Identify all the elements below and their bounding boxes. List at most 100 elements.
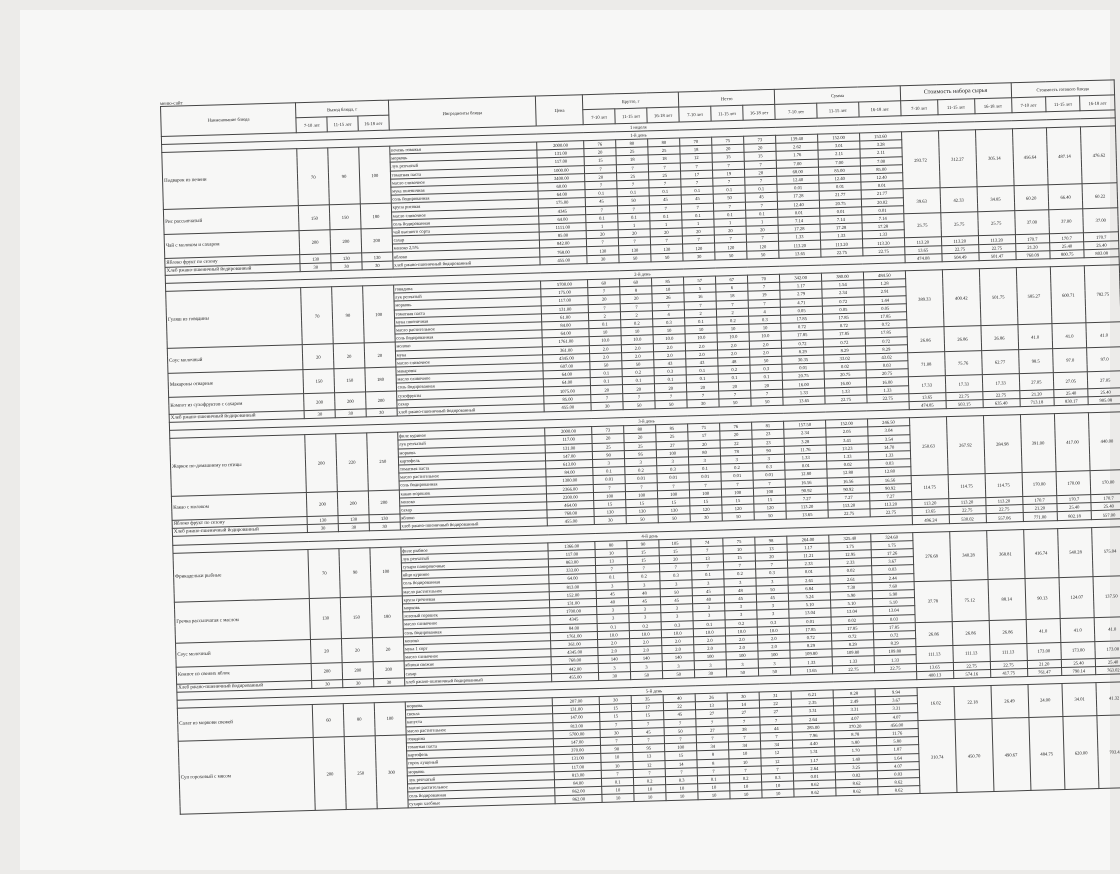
- cost-set-value: 450.70: [954, 718, 994, 793]
- age-group-header: 16-18 лет: [1080, 94, 1115, 111]
- cost-dish-value: 170.00: [1056, 470, 1092, 496]
- cost-dish-value: 484.75: [1028, 716, 1065, 791]
- cost-set-value: 75.12: [950, 579, 989, 622]
- dish-output: 200: [337, 490, 369, 516]
- age-group-header: 16-18 лет: [742, 104, 776, 121]
- day-total-cost-dish: 763.02: [1095, 665, 1120, 675]
- cost-set-value: 42.33: [939, 187, 978, 213]
- dish-name: Соус молочный: [167, 344, 304, 374]
- dish-output: 200: [365, 391, 397, 409]
- cost-set-value: 312.27: [938, 129, 977, 189]
- dish-output: 90: [339, 547, 372, 598]
- dish-output: 20: [333, 343, 365, 369]
- sum-value: 8.62: [794, 788, 837, 798]
- cost-set-value: 71.08: [907, 351, 946, 378]
- cost-set-value: 17.33: [945, 375, 983, 393]
- cost-dish-value: 37.00: [1048, 208, 1084, 235]
- dish-output: 150: [340, 596, 373, 639]
- cost-dish-value: 137.50: [1093, 575, 1120, 618]
- cost-dish-value: 124.07: [1059, 576, 1095, 619]
- cost-set-value: 37.78: [913, 580, 952, 623]
- cost-dish-value: 90.13: [1024, 577, 1061, 620]
- dish-output: 200: [306, 491, 339, 517]
- dish-output: 20: [302, 344, 335, 370]
- cost-set-value: 111.13: [952, 644, 990, 663]
- netto-value: 10: [698, 791, 731, 801]
- cost-dish-value: 173.00: [1026, 642, 1062, 661]
- cost-dish-value: 620.00: [1062, 715, 1100, 790]
- dish-name: Макароны отварные: [167, 369, 304, 398]
- cost-dish-value: 170.00: [1090, 469, 1120, 495]
- header-price: Цена: [535, 94, 584, 126]
- cost-set-value: 16.02: [916, 686, 955, 721]
- dish-output: 70: [297, 147, 330, 206]
- netto-value: 10: [730, 790, 763, 800]
- cost-dish-value: 416.74: [1023, 528, 1060, 579]
- age-group-header: 7-10 лет: [296, 116, 328, 133]
- dish-output: 200: [368, 489, 400, 515]
- cost-dish-value: 782.75: [1084, 264, 1120, 324]
- cost-set-value: 250.63: [909, 416, 948, 476]
- cost-set-value: 389.33: [905, 269, 944, 329]
- dish-name: Подварок из печени: [161, 148, 299, 210]
- age-group-header: 16-18 лет: [646, 107, 680, 123]
- dish-output: 200: [303, 393, 336, 411]
- dish-output: 130: [309, 597, 342, 640]
- dish-output: 300: [375, 734, 408, 810]
- cost-dish-value: 41.0: [1017, 323, 1053, 350]
- dish-output: 150: [298, 205, 331, 231]
- dish-output: 20: [372, 636, 404, 663]
- cost-dish-value: 98.5: [1018, 348, 1054, 375]
- age-group-header: 7-10 лет: [1011, 96, 1047, 113]
- dish-output: 100: [374, 701, 406, 736]
- dish-output: 200: [360, 227, 393, 254]
- cost-dish-value: 440.00: [1088, 411, 1120, 471]
- dish-output: 150: [303, 368, 335, 395]
- dish-output: 200: [311, 662, 343, 681]
- age-group-header: 11-15 лет: [816, 101, 859, 119]
- age-group-header: 11-15 лет: [937, 98, 975, 115]
- age-group-header: 16-18 лет: [357, 115, 389, 131]
- dish-output: 200: [330, 228, 362, 255]
- dish-output: 150: [329, 204, 361, 230]
- cost-set-value: 400.42: [942, 268, 981, 328]
- age-group-header: 7-10 лет: [774, 103, 818, 120]
- cost-dish-value: 417.00: [1054, 412, 1091, 472]
- cost-dish-value: 60.22: [1082, 183, 1118, 209]
- cost-set-value: 25.75: [940, 211, 979, 238]
- cost-dish-value: 27.05: [1018, 373, 1054, 391]
- cost-dish-value: 41.0: [1086, 322, 1120, 348]
- dish-name: Какао с молоком: [171, 492, 308, 521]
- age-group-header: 7-10 лет: [900, 99, 938, 116]
- dish-output: 200: [299, 229, 331, 256]
- dish-output: 70: [308, 548, 341, 599]
- brutto-value: 10: [602, 793, 635, 803]
- dish-output: 200: [305, 433, 338, 493]
- cost-set-value: 17.33: [981, 374, 1020, 392]
- cost-dish-value: 37.00: [1014, 209, 1050, 236]
- age-group-header: 11-15 лет: [327, 115, 359, 132]
- cost-dish-value: 27.05: [1087, 371, 1120, 389]
- menu-cost-sheet: меню-сайт Наименование блюда Выход блюда…: [160, 79, 1120, 815]
- dish-output: 20: [341, 637, 374, 663]
- dish-output: 100: [358, 146, 391, 205]
- cost-dish-value: 456.64: [1012, 127, 1049, 187]
- cost-dish-value: 585.27: [1015, 266, 1052, 325]
- cost-set-value: 22.18: [953, 685, 992, 720]
- age-group-header: 7-10 лет: [678, 106, 712, 123]
- dish-output: 200: [373, 661, 405, 679]
- dish-name: Гуляш из говядины: [165, 287, 303, 349]
- dish-output: 60: [312, 703, 345, 738]
- cost-dish-value: 600.71: [1050, 265, 1087, 324]
- dish-name: Рис рассыпчатый: [163, 205, 300, 235]
- age-group-header: 16-18 лет: [858, 100, 901, 117]
- dish-output: 100: [369, 546, 402, 597]
- cost-dish-value: 476.62: [1080, 125, 1118, 185]
- cost-set-value: 34.85: [976, 186, 1015, 212]
- dish-output: 80: [343, 702, 376, 737]
- cost-dish-value: 575.04: [1092, 526, 1120, 577]
- dish-output: 180: [364, 366, 397, 393]
- dish-output: 20: [310, 638, 343, 664]
- cost-dish-value: 25.40: [1095, 657, 1120, 667]
- cost-set-value: 114.75: [984, 472, 1023, 498]
